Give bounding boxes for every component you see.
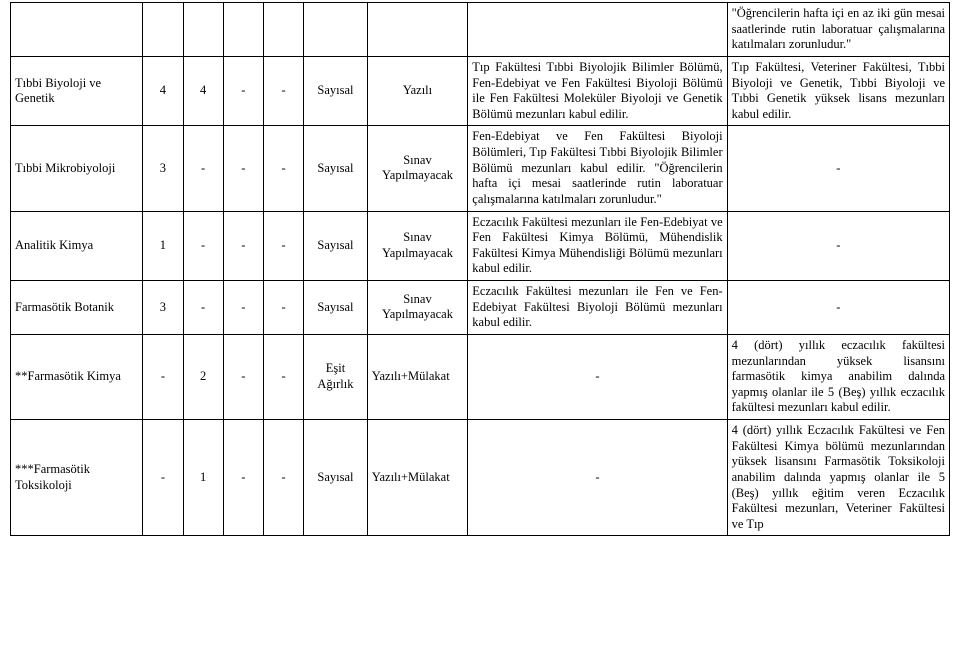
cell-num3: - bbox=[223, 211, 263, 281]
cell-num1: 3 bbox=[143, 281, 183, 335]
cell-num2: 2 bbox=[183, 334, 223, 419]
cell-num2: - bbox=[183, 281, 223, 335]
cell-dept: Farmasötik Botanik bbox=[11, 281, 143, 335]
cell-exam-type: Yazılı bbox=[367, 56, 468, 126]
cell-num3: - bbox=[223, 56, 263, 126]
cell-num2: - bbox=[183, 126, 223, 211]
cell-exam-type: Sınav Yapılmayacak bbox=[367, 126, 468, 211]
cell-desc1 bbox=[468, 3, 727, 57]
cell-desc1: Eczacılık Fakültesi mezunları ile Fen-Ed… bbox=[468, 211, 727, 281]
cell-score-type bbox=[304, 3, 368, 57]
cell-num1: - bbox=[143, 334, 183, 419]
cell-num4 bbox=[263, 3, 303, 57]
cell-num4: - bbox=[263, 281, 303, 335]
cell-num4: - bbox=[263, 56, 303, 126]
table-row: Tıbbi Biyoloji ve Genetik 4 4 - - Sayısa… bbox=[11, 56, 950, 126]
cell-desc2: Tıp Fakültesi, Veteriner Fakültesi, Tıbb… bbox=[727, 56, 949, 126]
cell-num4: - bbox=[263, 211, 303, 281]
cell-desc1: - bbox=[468, 420, 727, 536]
cell-exam-type: Yazılı+Mülakat bbox=[367, 420, 468, 536]
cell-score-type: Sayısal bbox=[304, 281, 368, 335]
cell-num3: - bbox=[223, 420, 263, 536]
cell-dept bbox=[11, 3, 143, 57]
cell-dept: Analitik Kimya bbox=[11, 211, 143, 281]
data-table: "Öğrencilerin hafta içi en az iki gün me… bbox=[10, 2, 950, 536]
cell-num2: 1 bbox=[183, 420, 223, 536]
cell-exam-type: Sınav Yapılmayacak bbox=[367, 281, 468, 335]
cell-num4: - bbox=[263, 334, 303, 419]
cell-desc2: "Öğrencilerin hafta içi en az iki gün me… bbox=[727, 3, 949, 57]
cell-exam-type: Sınav Yapılmayacak bbox=[367, 211, 468, 281]
cell-desc1: Tıp Fakültesi Tıbbi Biyolojik Bilimler B… bbox=[468, 56, 727, 126]
table-row: Tıbbi Mikrobiyoloji 3 - - - Sayısal Sına… bbox=[11, 126, 950, 211]
cell-num3: - bbox=[223, 281, 263, 335]
cell-num1: 4 bbox=[143, 56, 183, 126]
table-row: "Öğrencilerin hafta içi en az iki gün me… bbox=[11, 3, 950, 57]
table-row: Analitik Kimya 1 - - - Sayısal Sınav Yap… bbox=[11, 211, 950, 281]
table-row: ***Farmasötik Toksikoloji - 1 - - Sayısa… bbox=[11, 420, 950, 536]
cell-score-type: Sayısal bbox=[304, 126, 368, 211]
cell-num2: 4 bbox=[183, 56, 223, 126]
cell-desc1: Fen-Edebiyat ve Fen Fakültesi Biyoloji B… bbox=[468, 126, 727, 211]
cell-num3 bbox=[223, 3, 263, 57]
table-row: Farmasötik Botanik 3 - - - Sayısal Sınav… bbox=[11, 281, 950, 335]
cell-desc2: - bbox=[727, 211, 949, 281]
cell-desc2: - bbox=[727, 126, 949, 211]
cell-dept: Tıbbi Biyoloji ve Genetik bbox=[11, 56, 143, 126]
cell-score-type: Sayısal bbox=[304, 211, 368, 281]
cell-num3: - bbox=[223, 334, 263, 419]
cell-desc1: - bbox=[468, 334, 727, 419]
cell-num2 bbox=[183, 3, 223, 57]
cell-num1 bbox=[143, 3, 183, 57]
cell-score-type: Sayısal bbox=[304, 56, 368, 126]
cell-desc2: 4 (dört) yıllık eczacılık fakültesi mezu… bbox=[727, 334, 949, 419]
cell-num1: 3 bbox=[143, 126, 183, 211]
cell-num2: - bbox=[183, 211, 223, 281]
cell-exam-type bbox=[367, 3, 468, 57]
cell-desc2: - bbox=[727, 281, 949, 335]
cell-num1: 1 bbox=[143, 211, 183, 281]
cell-num4: - bbox=[263, 126, 303, 211]
cell-exam-type: Yazılı+Mülakat bbox=[367, 334, 468, 419]
cell-dept: ***Farmasötik Toksikoloji bbox=[11, 420, 143, 536]
cell-dept: Tıbbi Mikrobiyoloji bbox=[11, 126, 143, 211]
cell-desc1: Eczacılık Fakültesi mezunları ile Fen ve… bbox=[468, 281, 727, 335]
cell-num1: - bbox=[143, 420, 183, 536]
cell-num4: - bbox=[263, 420, 303, 536]
cell-score-type: Eşit Ağırlık bbox=[304, 334, 368, 419]
table-row: **Farmasötik Kimya - 2 - - Eşit Ağırlık … bbox=[11, 334, 950, 419]
cell-num3: - bbox=[223, 126, 263, 211]
cell-desc2: 4 (dört) yıllık Eczacılık Fakültesi ve F… bbox=[727, 420, 949, 536]
cell-score-type: Sayısal bbox=[304, 420, 368, 536]
cell-dept: **Farmasötik Kimya bbox=[11, 334, 143, 419]
